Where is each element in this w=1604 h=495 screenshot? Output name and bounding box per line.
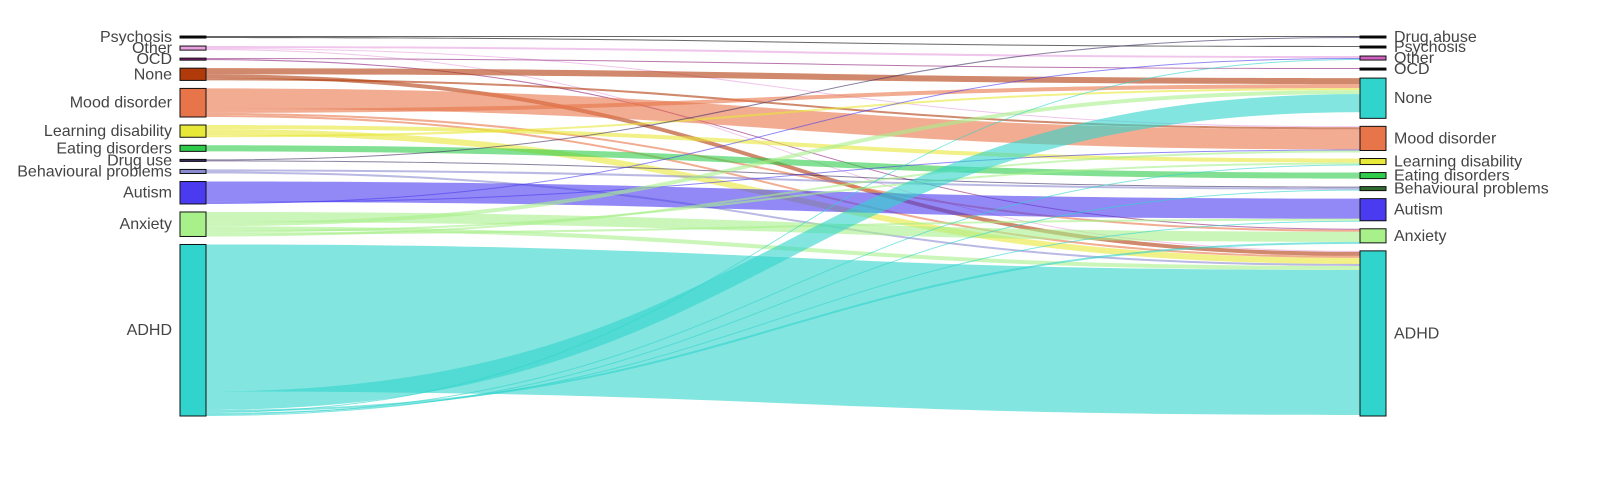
source-label-adhd: ADHD (127, 322, 172, 339)
source-node-behavioural-problems (179, 168, 207, 175)
target-label-none: None (1394, 90, 1432, 107)
target-label-drug-abuse: Drug abuse (1394, 29, 1477, 46)
target-node-autism (1359, 198, 1387, 222)
target-node-ocd (1359, 67, 1387, 71)
link-autism-to-mood-disorder (206, 149, 1360, 203)
target-node-adhd (1359, 250, 1387, 417)
source-node-none (179, 67, 207, 81)
target-label-ocd: OCD (1394, 61, 1430, 78)
target-node-learning-disability (1359, 158, 1387, 166)
target-label-other: Other (1394, 50, 1435, 67)
source-node-anxiety (179, 211, 207, 237)
target-node-behavioural-problems (1359, 186, 1387, 192)
source-label-mood-disorder: Mood disorder (70, 95, 173, 112)
source-node-eating-disorders (179, 144, 207, 152)
link-learning-disability-to-learning-disability (206, 125, 1360, 163)
target-label-mood-disorder: Mood disorder (1394, 130, 1497, 147)
source-node-ocd (179, 57, 207, 61)
link-none-to-adhd (206, 74, 1360, 256)
target-label-adhd: ADHD (1394, 325, 1439, 342)
link-other-to-mood-disorder (206, 48, 1360, 128)
link-psychosis-to-drug-abuse (206, 36, 1360, 38)
source-label-behavioural-problems: Behavioural problems (17, 163, 172, 180)
link-adhd-to-learning-disability (206, 164, 1360, 415)
source-node-psychosis (179, 35, 207, 39)
link-adhd-to-other (206, 59, 1360, 413)
link-autism-to-other (206, 58, 1360, 204)
target-node-none (1359, 77, 1387, 119)
source-node-adhd (179, 243, 207, 417)
source-label-anxiety: Anxiety (120, 216, 172, 233)
target-node-psychosis (1359, 45, 1387, 49)
target-label-learning-disability: Learning disability (1394, 154, 1522, 171)
source-label-other: Other (132, 40, 173, 57)
link-none-to-none (206, 68, 1360, 85)
source-label-ocd: OCD (136, 51, 172, 68)
link-anxiety-to-learning-disability (206, 162, 1360, 233)
source-node-learning-disability (179, 124, 207, 138)
link-anxiety-to-none (206, 90, 1360, 227)
target-label-autism: Autism (1394, 202, 1443, 219)
source-label-none: None (134, 66, 172, 83)
target-node-eating-disorders (1359, 172, 1387, 180)
link-learning-disability-to-none (206, 88, 1360, 138)
link-adhd-to-behavioural-problems (206, 189, 1360, 416)
link-autism-to-autism (206, 181, 1360, 219)
source-node-autism (179, 181, 207, 205)
link-other-to-other (206, 46, 1360, 59)
source-node-other (179, 45, 207, 51)
link-adhd-to-anxiety (206, 241, 1360, 412)
source-node-drug-use (179, 158, 207, 162)
link-adhd-to-autism (206, 220, 1360, 414)
nodes-layer (179, 35, 1387, 417)
target-node-mood-disorder (1359, 125, 1387, 152)
source-label-eating-disorders: Eating disorders (56, 140, 172, 157)
link-anxiety-to-mood-disorder (206, 150, 1360, 237)
link-psychosis-to-psychosis (206, 37, 1360, 48)
target-label-behavioural-problems: Behavioural problems (1394, 181, 1549, 198)
target-label-psychosis: Psychosis (1394, 39, 1466, 56)
link-anxiety-to-autism (206, 218, 1360, 235)
link-mood-disorder-to-anxiety (206, 112, 1360, 232)
source-label-psychosis: Psychosis (100, 29, 172, 46)
link-adhd-to-none (206, 94, 1360, 410)
link-other-to-adhd (206, 49, 1360, 252)
link-behavioural-problems-to-behavioural-problems (206, 169, 1360, 190)
link-ocd-to-ocd (206, 58, 1360, 70)
target-node-anxiety (1359, 228, 1387, 244)
source-node-mood-disorder (179, 87, 207, 118)
source-label-autism: Autism (123, 185, 172, 202)
target-label-eating-disorders: Eating disorders (1394, 168, 1510, 185)
target-node-other (1359, 55, 1387, 61)
target-label-anxiety: Anxiety (1394, 228, 1446, 245)
link-none-to-mood-disorder (206, 78, 1360, 130)
source-label-learning-disability: Learning disability (44, 123, 172, 140)
target-node-drug-abuse (1359, 35, 1387, 39)
links-layer (206, 36, 1360, 416)
link-mood-disorder-to-adhd (206, 114, 1360, 258)
link-drug-use-to-drug-abuse (206, 37, 1360, 161)
link-drug-use-to-behavioural-problems (206, 160, 1360, 188)
source-label-drug-use: Drug use (107, 152, 172, 169)
link-behavioural-problems-to-adhd (206, 171, 1360, 266)
